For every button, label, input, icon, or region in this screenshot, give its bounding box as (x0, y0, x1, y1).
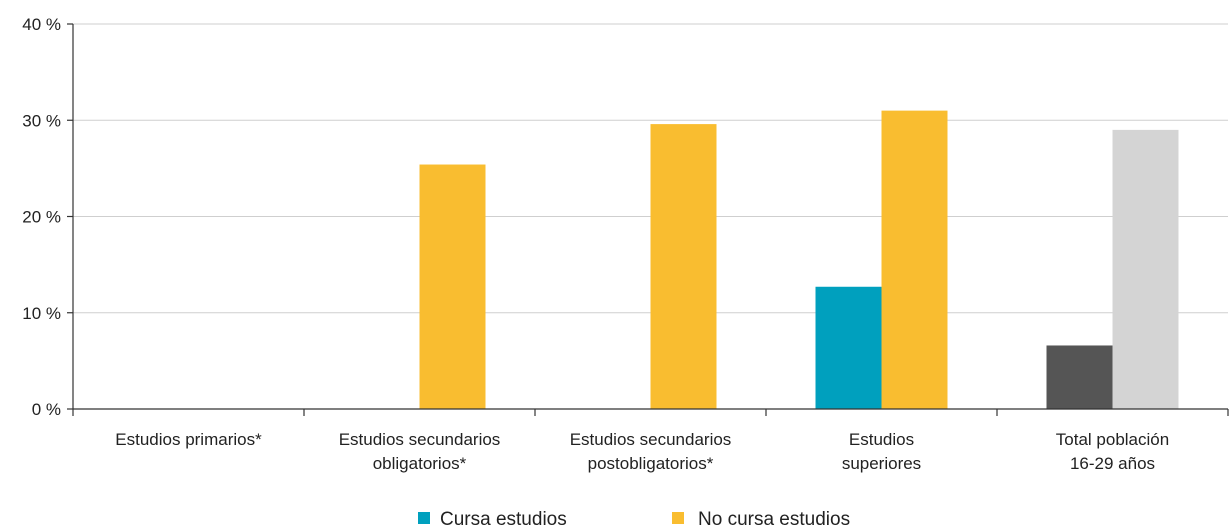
legend-label-cursa: Cursa estudios (440, 509, 567, 528)
x-category-label: Estudios secundarios postobligatorios* (570, 430, 732, 473)
x-category-label: Estudios primarios* (115, 430, 262, 449)
x-category-label: Total población 16-29 años (1056, 430, 1169, 473)
bar (881, 110, 948, 409)
x-category-label: Estudios secundarios obligatorios* (339, 430, 501, 473)
y-tick-label: 40 % (22, 15, 61, 34)
legend-swatch-no-cursa (672, 512, 684, 524)
bar (815, 286, 882, 409)
legend: Cursa estudios No cursa estudios (418, 509, 850, 528)
bar (650, 124, 717, 409)
bars (419, 110, 1179, 409)
axes (67, 23, 1229, 416)
y-tick-label: 30 % (22, 111, 61, 130)
legend-swatch-cursa (418, 512, 430, 524)
bar (419, 164, 486, 409)
y-tick-label: 20 % (22, 208, 61, 227)
labels: 0 % 10 % 20 % 30 % 40 % Estudios primarios* Es… (22, 15, 1169, 473)
bar (1046, 345, 1113, 409)
x-category-label: Estudios superiores (842, 430, 921, 473)
y-tick-label: 10 % (22, 304, 61, 323)
bar (1112, 129, 1179, 409)
legend-label-no-cursa: No cursa estudios (698, 509, 850, 528)
y-tick-label: 0 % (32, 400, 61, 419)
